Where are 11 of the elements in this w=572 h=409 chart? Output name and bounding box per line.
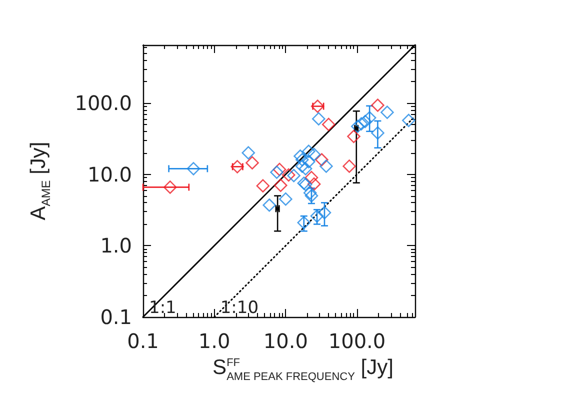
y-tick-label: 1.0 bbox=[100, 234, 132, 258]
y-tick-label: 100.0 bbox=[74, 90, 132, 115]
y-tick-label: 0.1 bbox=[100, 305, 132, 329]
y-tick-label: 10.0 bbox=[87, 162, 132, 186]
x-tick-label: 10.0 bbox=[263, 329, 308, 353]
x-axis-title: S$^{FF}$$_{AME PEAK FREQUENCY}$ [Jy] bbox=[212, 356, 394, 384]
series-label: 1:1 bbox=[149, 298, 176, 318]
x-tick-label: 1.0 bbox=[198, 329, 230, 353]
series-label: 1:10 bbox=[220, 298, 259, 318]
x-tick-label: 0.1 bbox=[127, 329, 159, 353]
x-tick-label: 100.0 bbox=[328, 329, 386, 353]
